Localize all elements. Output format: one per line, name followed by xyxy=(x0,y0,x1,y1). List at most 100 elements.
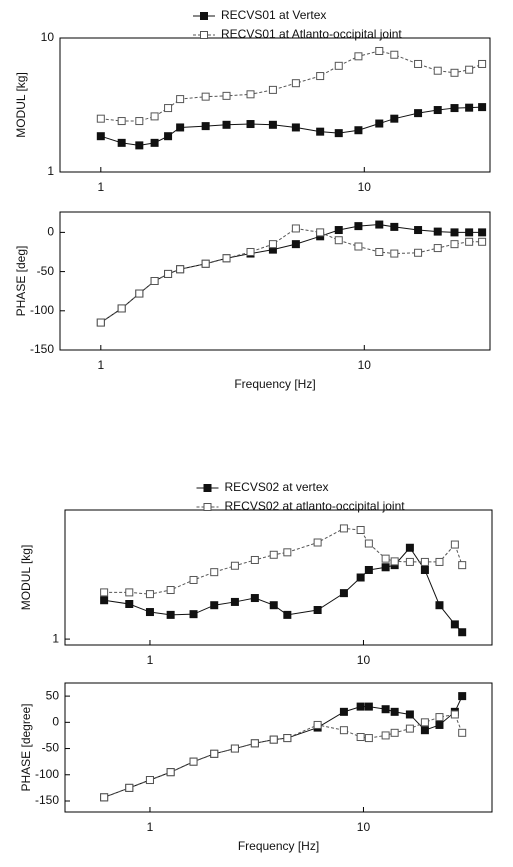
marker xyxy=(135,289,144,298)
marker xyxy=(316,228,325,237)
marker xyxy=(222,91,231,100)
marker xyxy=(269,550,278,559)
marker xyxy=(356,525,365,534)
y-axis-label: MODUL [kg] xyxy=(19,545,33,611)
y-axis-label: PHASE [degree] xyxy=(19,703,33,791)
marker xyxy=(145,608,154,617)
marker xyxy=(166,586,175,595)
marker xyxy=(230,597,239,606)
marker xyxy=(230,561,239,570)
marker xyxy=(375,247,384,256)
y-tick-label: 0 xyxy=(47,225,54,239)
marker xyxy=(313,538,322,547)
marker xyxy=(414,109,423,118)
marker xyxy=(433,66,442,75)
marker xyxy=(364,565,373,574)
marker xyxy=(450,240,459,249)
marker xyxy=(250,594,259,603)
marker xyxy=(268,240,277,249)
marker xyxy=(339,524,348,533)
marker xyxy=(390,557,399,566)
marker xyxy=(230,744,239,753)
marker xyxy=(435,713,444,722)
marker xyxy=(334,129,343,138)
marker xyxy=(478,237,487,246)
x-tick-label: 10 xyxy=(358,180,372,194)
marker xyxy=(458,692,467,701)
marker xyxy=(375,119,384,128)
marker xyxy=(125,588,134,597)
plot-frame xyxy=(59,211,491,351)
marker xyxy=(364,734,373,743)
marker xyxy=(246,120,255,129)
marker xyxy=(375,46,384,55)
marker xyxy=(316,72,325,81)
x-tick-label: 1 xyxy=(97,358,104,372)
marker xyxy=(125,783,134,792)
y-tick-label: -100 xyxy=(35,767,59,781)
marker xyxy=(478,228,487,237)
series-line xyxy=(100,227,483,323)
marker xyxy=(381,563,390,572)
marker xyxy=(189,575,198,584)
marker xyxy=(189,757,198,766)
plot-frame xyxy=(59,37,491,173)
x-axis-label: Frequency [Hz] xyxy=(238,839,319,853)
marker xyxy=(356,733,365,742)
marker xyxy=(450,620,459,629)
legend-label: RECVS02 at atlanto-occipital joint xyxy=(225,499,406,513)
marker xyxy=(145,590,154,599)
legend-label: RECVS02 at vertex xyxy=(225,480,329,494)
y-axis-label: MODUL [kg] xyxy=(14,72,28,138)
x-tick-label: 1 xyxy=(147,820,154,834)
marker xyxy=(478,59,487,68)
marker xyxy=(150,138,159,147)
x-axis-label: Frequency [Hz] xyxy=(234,377,315,391)
marker xyxy=(150,112,159,121)
marker xyxy=(210,568,219,577)
y-tick-label: 50 xyxy=(46,688,60,702)
marker xyxy=(381,705,390,714)
marker xyxy=(117,304,126,313)
x-tick-label: 10 xyxy=(357,653,371,667)
marker xyxy=(356,573,365,582)
marker xyxy=(405,710,414,719)
marker xyxy=(269,735,278,744)
marker xyxy=(390,707,399,716)
marker xyxy=(150,277,159,285)
marker xyxy=(316,127,325,136)
marker xyxy=(381,554,390,563)
marker xyxy=(283,734,292,743)
marker xyxy=(458,561,467,570)
marker xyxy=(433,244,442,253)
marker xyxy=(117,138,126,147)
marker xyxy=(268,120,277,129)
marker xyxy=(458,728,467,737)
marker xyxy=(250,555,259,564)
marker xyxy=(164,104,173,113)
marker xyxy=(450,540,459,549)
y-tick-label: -50 xyxy=(42,741,60,755)
marker xyxy=(450,710,459,719)
marker xyxy=(339,707,348,716)
series-line xyxy=(100,50,483,122)
marker xyxy=(420,726,429,735)
marker xyxy=(176,123,185,132)
marker xyxy=(291,123,300,132)
marker xyxy=(201,122,210,131)
marker xyxy=(375,220,384,229)
marker xyxy=(246,90,255,99)
marker xyxy=(250,739,259,748)
x-tick-label: 10 xyxy=(357,820,371,834)
marker xyxy=(364,539,373,548)
marker xyxy=(176,265,185,274)
legend-marker xyxy=(203,484,212,492)
marker xyxy=(420,565,429,574)
marker xyxy=(420,557,429,566)
marker xyxy=(164,132,173,141)
marker xyxy=(356,702,365,711)
x-tick-label: 10 xyxy=(358,358,372,372)
marker xyxy=(450,104,459,113)
marker xyxy=(222,254,231,263)
marker xyxy=(339,726,348,735)
